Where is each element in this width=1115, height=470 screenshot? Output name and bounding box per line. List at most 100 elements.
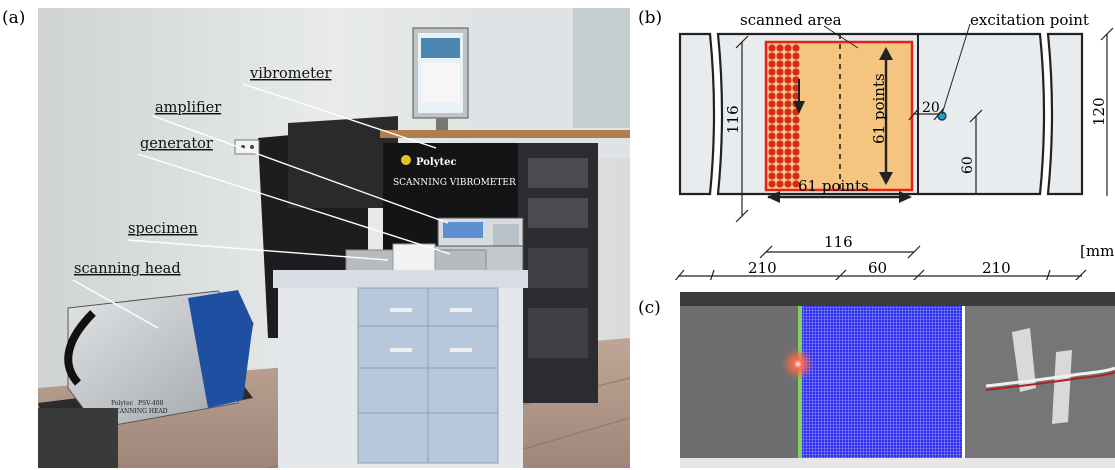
scan-point: [784, 92, 792, 100]
label-excitation-point: excitation point: [970, 11, 1089, 29]
scan-point: [784, 132, 792, 140]
scan-point: [776, 52, 784, 60]
scan-point: [792, 68, 800, 76]
scan-point: [768, 180, 776, 188]
head-model-text: PSV-400: [138, 400, 164, 407]
callout-scanning-head: scanning head: [74, 261, 181, 277]
scan-point: [776, 164, 784, 172]
scan-point: [784, 180, 792, 188]
scan-point: [768, 156, 776, 164]
callout-amplifier: amplifier: [155, 100, 221, 116]
scan-point: [776, 44, 784, 52]
callout-vibrometer: vibrometer: [249, 66, 332, 82]
scan-point: [776, 92, 784, 100]
scan-point: [768, 108, 776, 116]
scan-point: [792, 44, 800, 52]
scan-point: [784, 44, 792, 52]
dim-height-120: 120: [1090, 97, 1108, 126]
scan-point: [792, 132, 800, 140]
scan-point: [776, 76, 784, 84]
dim-width-116: 116: [824, 233, 853, 251]
scan-point: [768, 164, 776, 172]
dim-offset-20: 20: [922, 100, 940, 116]
unit-label: [mm]: [1080, 242, 1115, 260]
dim-length-210-right: 210: [982, 259, 1011, 277]
scan-point: [768, 132, 776, 140]
scan-point: [768, 100, 776, 108]
plate-right-end: [1046, 32, 1084, 196]
scan-point: [768, 76, 776, 84]
scan-point: [784, 52, 792, 60]
specimen-right: [962, 306, 1115, 458]
cabinet-name-text: SCANNING VIBROMETER: [393, 178, 516, 188]
cabinet-brand-text: Polytec: [416, 157, 457, 168]
scan-point: [768, 172, 776, 180]
lab-setup-photo: Polytec SCANNING VIBROMETER Polytec PSV-…: [38, 8, 630, 468]
scan-point: [784, 100, 792, 108]
scan-point: [776, 156, 784, 164]
scan-point: [768, 60, 776, 68]
scan-point: [768, 84, 776, 92]
scan-point: [792, 148, 800, 156]
label-61-points-vertical: 61 points: [870, 73, 888, 144]
scan-point: [784, 140, 792, 148]
scan-point: [784, 156, 792, 164]
scan-point: [768, 140, 776, 148]
dim-height-116: 116: [724, 105, 742, 134]
specimen-left: [680, 306, 800, 458]
scan-point: [768, 116, 776, 124]
scan-area-diagram: 61 points 61 points 116 excitation point…: [674, 11, 1115, 280]
scan-point: [768, 44, 776, 52]
head-name-text: SCANNING HEAD: [111, 408, 168, 415]
scan-point: [776, 124, 784, 132]
scan-point: [776, 180, 784, 188]
scan-point: [792, 124, 800, 132]
scan-point: [784, 148, 792, 156]
scan-point: [784, 84, 792, 92]
scan-point: [792, 140, 800, 148]
scan-point: [792, 60, 800, 68]
scan-point: [792, 180, 800, 188]
scan-point: [792, 52, 800, 60]
scan-point: [776, 172, 784, 180]
scan-point: [776, 60, 784, 68]
callout-specimen: specimen: [128, 221, 198, 237]
label-scanned-area: scanned area: [740, 11, 842, 29]
scan-point: [792, 172, 800, 180]
dim-offset-60: 60: [960, 156, 976, 174]
scan-point: [768, 52, 776, 60]
plate-left-end: [678, 32, 716, 196]
scan-point: [776, 68, 784, 76]
head-brand-text: Polytec: [111, 400, 134, 407]
scan-point: [768, 148, 776, 156]
scan-point-grid: [768, 44, 800, 188]
scan-point: [792, 156, 800, 164]
scan-point: [784, 76, 792, 84]
scan-point: [792, 84, 800, 92]
scan-point: [776, 108, 784, 116]
panel-label-c: (c): [638, 298, 661, 318]
scan-point: [776, 116, 784, 124]
label-61-points-horizontal: 61 points: [798, 177, 869, 195]
scan-grid-photo: [680, 292, 1115, 468]
scan-point: [784, 164, 792, 172]
callout-generator: generator: [140, 136, 213, 152]
panel-label-a: (a): [2, 8, 26, 28]
scan-point: [776, 148, 784, 156]
scan-point: [792, 76, 800, 84]
scan-point: [792, 116, 800, 124]
laser-spot: [782, 348, 814, 380]
scan-point: [792, 92, 800, 100]
scan-direction-arrow: [793, 101, 805, 114]
scan-point: [784, 124, 792, 132]
dim-length-210-left: 210: [748, 259, 777, 277]
scan-point: [768, 92, 776, 100]
scan-point: [768, 124, 776, 132]
scan-point: [784, 68, 792, 76]
panel-label-b: (b): [638, 8, 663, 28]
scan-point: [776, 84, 784, 92]
scan-grid: [800, 306, 962, 458]
scan-point: [768, 68, 776, 76]
dim-length-60: 60: [868, 259, 887, 277]
scan-point: [784, 172, 792, 180]
